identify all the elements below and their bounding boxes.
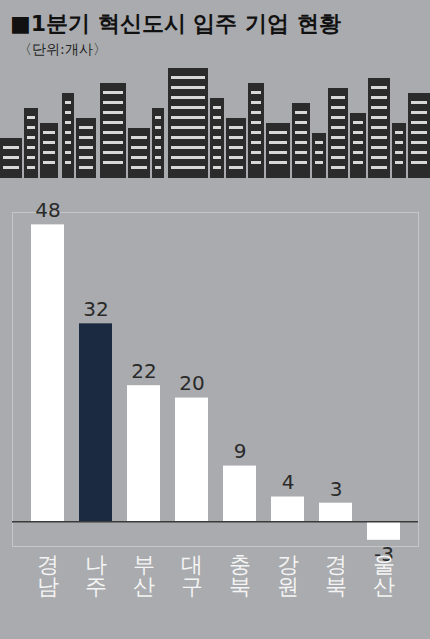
svg-text:경남: 경남 (37, 552, 59, 599)
svg-text:32: 32 (83, 297, 108, 321)
html-text:■1분기 혁신도시 입주 기업 현황: ■1분기 혁신도시 입주 기업 현황 (10, 11, 341, 36)
svg-text:울산: 울산 (373, 552, 395, 599)
svg-text:나주: 나주 (85, 552, 107, 599)
svg-text:부산: 부산 (133, 552, 155, 599)
svg-text:9: 9 (234, 439, 247, 463)
svg-text:3: 3 (330, 477, 343, 501)
svg-text:강원: 강원 (277, 552, 299, 599)
svg-text:충북: 충북 (229, 552, 251, 599)
svg-text:4: 4 (282, 470, 295, 494)
svg-text:20: 20 (179, 371, 204, 395)
svg-text:대구: 대구 (181, 552, 203, 599)
svg-text:48: 48 (35, 198, 60, 222)
svg-text:경북: 경북 (325, 552, 347, 599)
html-text:〈단위:개사〉: 〈단위:개사〉 (18, 41, 107, 57)
svg-text:22: 22 (131, 359, 156, 383)
